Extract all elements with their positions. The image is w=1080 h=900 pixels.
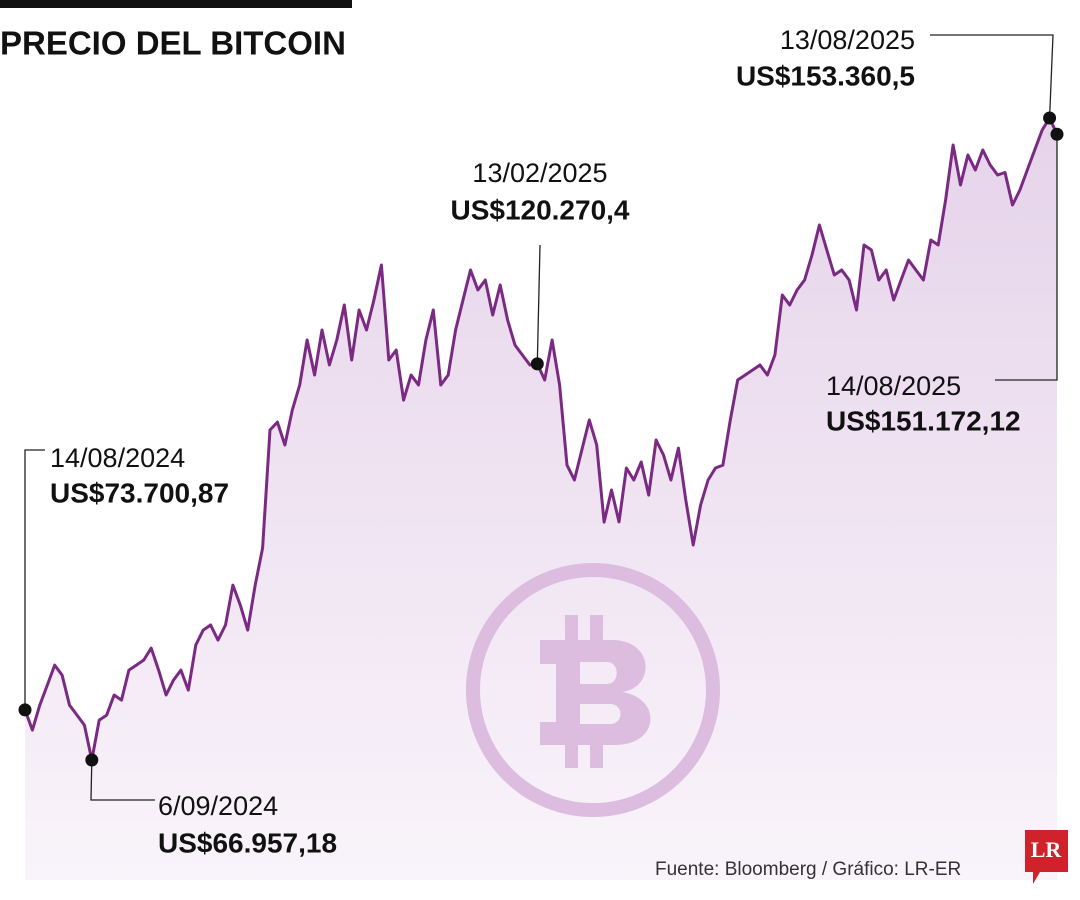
plot xyxy=(23,116,1059,880)
title-bar xyxy=(0,0,352,8)
annotation-value: US$120.270,4 xyxy=(450,194,629,225)
area xyxy=(25,118,1057,880)
annotation-dot xyxy=(530,357,544,371)
leader-line xyxy=(536,244,541,364)
annotation-dot xyxy=(18,703,32,717)
annotation-date: 13/02/2025 xyxy=(472,158,607,188)
logo: LR xyxy=(1025,830,1068,884)
leader-line xyxy=(90,759,155,801)
annotation-dot xyxy=(1043,111,1057,125)
annotation-value: US$151.172,12 xyxy=(826,405,1021,436)
annotation-value: US$73.700,87 xyxy=(50,477,229,508)
leader-line xyxy=(930,34,1054,119)
chart-title: PRECIO DEL BITCOIN xyxy=(0,25,346,62)
annotation-date: 13/08/2025 xyxy=(780,25,915,55)
leader-line xyxy=(24,449,45,710)
logo-text: LR xyxy=(1031,837,1063,862)
annotation-date: 6/09/2024 xyxy=(158,791,278,821)
annotation-dot xyxy=(1050,127,1064,141)
price-line xyxy=(23,116,1059,762)
annotation-date: 14/08/2025 xyxy=(826,371,961,401)
bitcoin-icon xyxy=(466,563,720,817)
annotation-value: US$153.360,5 xyxy=(736,60,915,91)
annotation-date: 14/08/2024 xyxy=(50,443,185,473)
leader-line xyxy=(995,134,1058,381)
source: Fuente: Bloomberg / Gráfico: LR-ER xyxy=(655,859,961,880)
annotation-value: US$66.957,18 xyxy=(158,827,337,858)
annotation-dot xyxy=(85,753,99,767)
